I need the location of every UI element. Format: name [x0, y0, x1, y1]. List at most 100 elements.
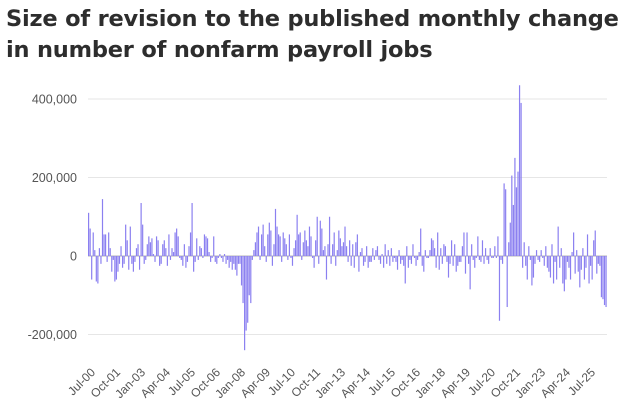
bar	[299, 232, 301, 256]
bar	[230, 256, 232, 262]
bar	[330, 256, 332, 264]
bar	[311, 256, 314, 258]
bar	[573, 232, 575, 256]
bar	[233, 256, 235, 264]
bar	[339, 238, 341, 256]
bar	[274, 208, 277, 256]
bar	[542, 256, 544, 258]
bar	[103, 234, 105, 256]
bar	[293, 248, 295, 256]
bar	[523, 242, 525, 256]
bar	[403, 256, 405, 266]
bar	[154, 256, 156, 262]
bar	[345, 246, 348, 256]
bar	[191, 203, 193, 256]
bar	[120, 246, 122, 256]
bar	[472, 256, 474, 260]
bar	[413, 256, 416, 258]
bar	[273, 244, 275, 256]
bar	[491, 256, 493, 258]
x-tick-label: Jul-25	[565, 365, 598, 398]
bar	[248, 256, 250, 296]
bar	[545, 246, 547, 256]
bar	[418, 252, 420, 256]
bar	[347, 256, 349, 262]
bar	[441, 256, 443, 264]
bar	[602, 256, 604, 300]
bar	[108, 232, 110, 256]
bar	[98, 248, 101, 256]
bar	[242, 256, 244, 304]
bar	[512, 204, 514, 256]
bar	[307, 246, 309, 256]
bar	[526, 256, 528, 280]
bar	[231, 256, 233, 270]
bar	[522, 256, 524, 268]
bar	[203, 234, 206, 256]
bar	[458, 256, 460, 262]
bar	[508, 242, 510, 256]
bar	[488, 256, 490, 264]
bar	[412, 244, 414, 256]
bar	[271, 256, 274, 266]
bar	[514, 157, 516, 257]
bar	[138, 256, 141, 270]
bar	[223, 254, 226, 256]
bar	[350, 256, 352, 266]
bar	[549, 256, 552, 278]
bar	[489, 248, 491, 256]
bar	[603, 256, 606, 306]
x-axis-ticks: Jul-00Oct-01Jan-03Apr-04Jul-05Oct-06Jan-…	[65, 365, 598, 401]
bar	[577, 256, 579, 272]
bar	[415, 256, 417, 266]
bar	[160, 256, 162, 264]
bar	[118, 256, 121, 264]
bar	[389, 256, 391, 266]
bar	[464, 256, 467, 274]
bar	[151, 238, 153, 256]
bar	[157, 240, 159, 256]
bar	[298, 234, 300, 256]
bar	[288, 234, 290, 256]
bar	[497, 236, 499, 257]
bar	[247, 256, 249, 323]
bar	[111, 256, 113, 272]
bar	[349, 240, 351, 256]
bar	[193, 256, 195, 272]
bar	[134, 256, 136, 262]
bar	[515, 187, 518, 256]
bar	[429, 250, 431, 256]
bar	[565, 256, 567, 280]
bar	[168, 234, 170, 256]
bar	[534, 256, 536, 264]
gridlines	[88, 98, 607, 335]
bar	[501, 256, 504, 264]
bar	[152, 254, 155, 256]
bar	[364, 256, 366, 262]
bar	[89, 228, 91, 256]
bar	[265, 256, 267, 262]
bar	[498, 256, 501, 321]
bar	[199, 246, 201, 256]
bar	[503, 183, 505, 256]
bar	[236, 256, 238, 276]
bar	[281, 256, 283, 262]
bar	[370, 256, 372, 262]
bar	[605, 256, 607, 308]
bar	[528, 246, 530, 256]
bar	[149, 242, 151, 256]
bar	[210, 256, 212, 262]
bar	[216, 256, 218, 264]
bar	[531, 256, 533, 286]
bar	[600, 256, 603, 298]
bar	[401, 256, 403, 260]
bar	[148, 236, 150, 257]
bar	[123, 256, 125, 264]
bar	[322, 250, 324, 256]
bar	[454, 244, 456, 256]
bar	[159, 256, 161, 266]
bar	[333, 232, 335, 256]
bar	[532, 256, 535, 278]
bar	[372, 248, 374, 256]
bar	[574, 256, 576, 274]
